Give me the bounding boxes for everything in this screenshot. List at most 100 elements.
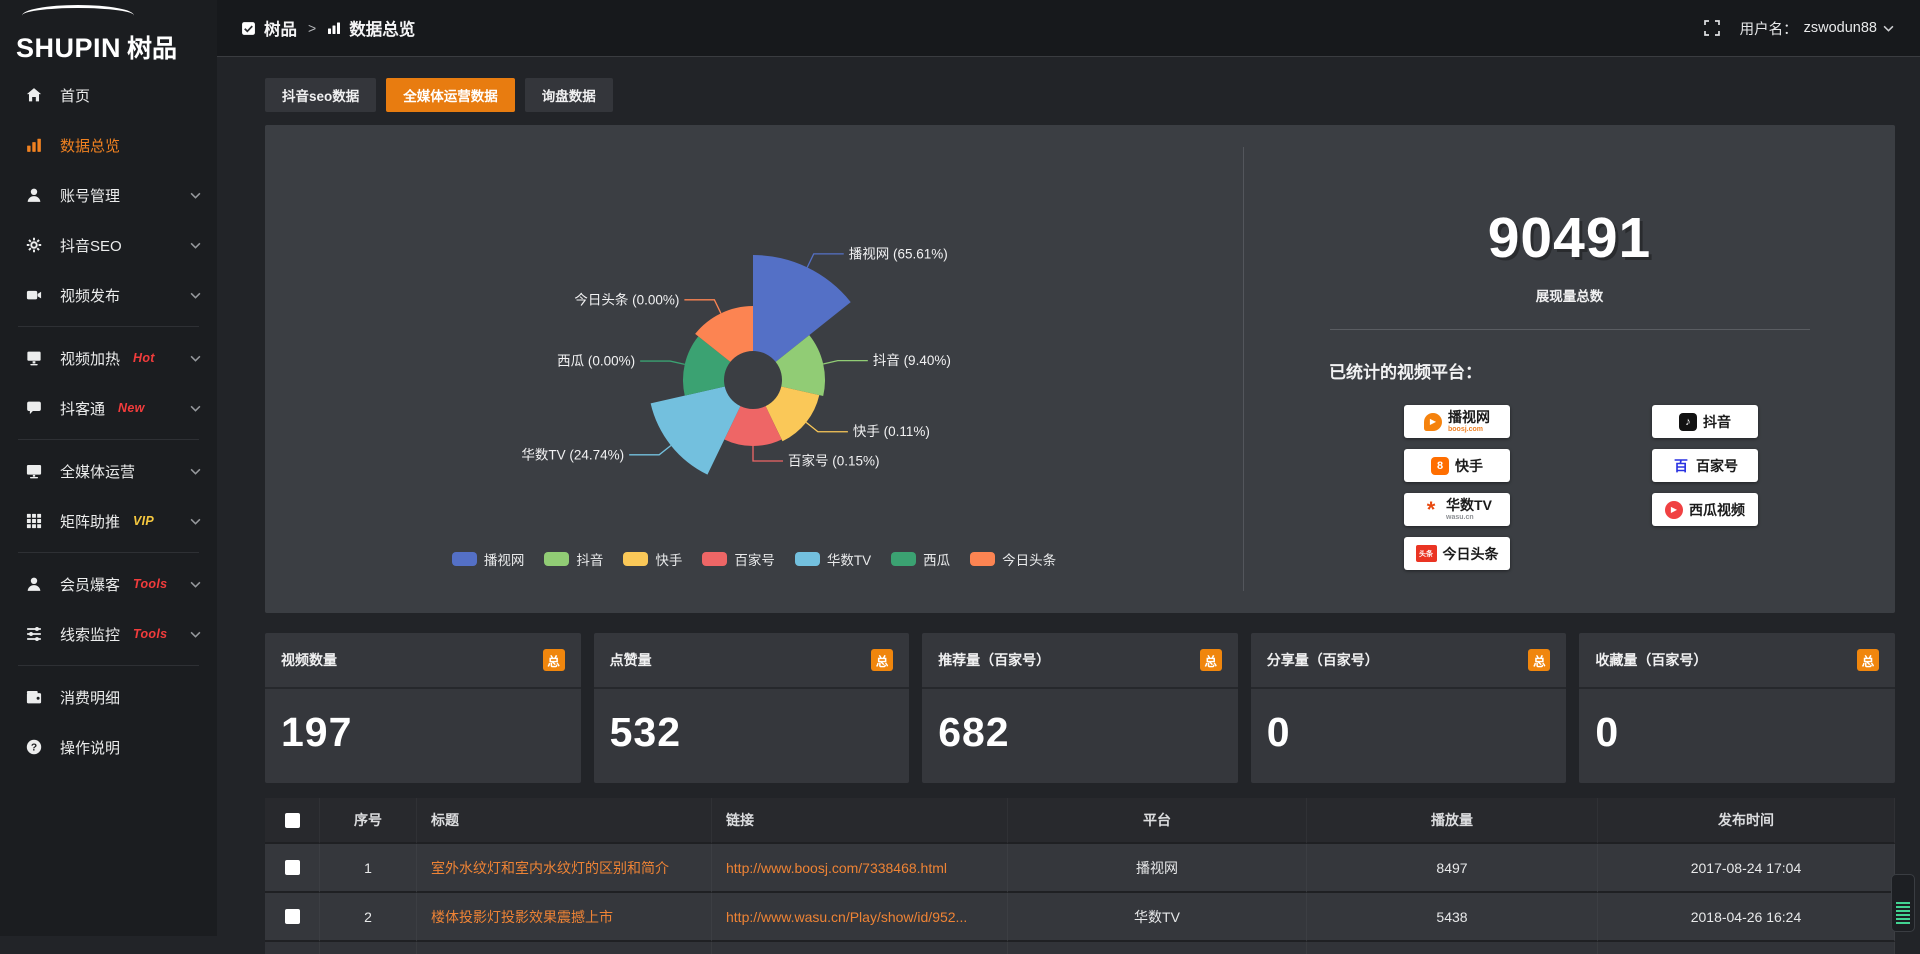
overview-panel: 播视网 (65.61%) 抖音 (9.40%) 快手 (0.11%) 百家号 (0.1… — [265, 125, 1895, 613]
pie-label-line-0 — [806, 253, 844, 268]
clue-icon — [26, 626, 42, 642]
sidebar-item-douyin-seo[interactable]: 抖音SEO — [0, 220, 217, 270]
douyin-logo-icon: ♪ — [1679, 412, 1697, 431]
video-url-link[interactable]: http://www.boosj.com/7338468.html — [712, 844, 1008, 893]
pie-slice-5[interactable] — [683, 336, 731, 396]
empty-cell — [1598, 942, 1895, 954]
stat-card-title: 点赞量 — [609, 652, 652, 668]
stat-card-value: 197 — [281, 709, 353, 755]
cell-plays: 5438 — [1307, 893, 1598, 942]
chevron-down-icon — [190, 242, 201, 249]
breadcrumb-root[interactable]: 树品 — [264, 21, 297, 39]
table-row-partial — [265, 942, 1895, 954]
user-menu[interactable]: 用户名： zswodun88 — [1740, 18, 1894, 39]
platform-badge-toutiao: 头条 今日头条 — [1404, 537, 1510, 570]
sidebar-item-account-manage[interactable]: 账号管理 — [0, 170, 217, 220]
row-checkbox-cell — [265, 844, 320, 893]
sidebar-item-clue-monitor[interactable]: 线索监控 Tools — [0, 609, 217, 659]
chart-icon — [26, 137, 42, 153]
pie-slice-1[interactable] — [775, 335, 825, 397]
sidebar-divider — [18, 326, 199, 327]
sidebar-item-label: 视频发布 — [60, 287, 121, 305]
pie-slice-4[interactable] — [650, 386, 741, 475]
stat-card-favorite-count: 收藏量（百家号） 总 0 — [1579, 633, 1895, 783]
sidebar-item-matrix-boost[interactable]: 矩阵助推 VIP — [0, 496, 217, 546]
legend-item-5[interactable]: 西瓜 — [891, 549, 950, 569]
sidebar-item-member-baoke[interactable]: 会员爆客 Tools — [0, 559, 217, 609]
sidebar-item-data-overview[interactable]: 数据总览 — [0, 120, 217, 170]
sidebar-item-video-publish[interactable]: 视频发布 — [0, 270, 217, 320]
chevron-down-icon — [190, 631, 201, 638]
legend-label: 西瓜 — [923, 553, 951, 568]
legend-item-0[interactable]: 播视网 — [451, 549, 524, 569]
legend-item-6[interactable]: 今日头条 — [970, 549, 1056, 569]
sidebar-item-consume-detail[interactable]: 消费明细 — [0, 672, 217, 722]
stat-card-share-count: 分享量（百家号） 总 0 — [1250, 633, 1567, 783]
scroll-widget[interactable] — [1891, 874, 1915, 932]
video-url-link[interactable]: http://www.wasu.cn/Play/show/id/952... — [712, 893, 1008, 942]
sidebar-item-douketong[interactable]: 抖客通 New — [0, 383, 217, 433]
sidebar-item-label: 会员爆客 — [60, 576, 121, 594]
cell-platform: 华数TV — [1008, 893, 1307, 942]
legend-item-3[interactable]: 百家号 — [702, 549, 775, 569]
platform-badge-baijiahao: 百百家号 — [1652, 449, 1758, 482]
stat-cards: 视频数量总 197 点赞量总 532 推荐量（百家号）总 682 分享量（百家号）总 0 收藏量… — [265, 633, 1895, 783]
fullscreen-icon[interactable] — [1703, 20, 1720, 36]
legend-label: 今日头条 — [1002, 553, 1057, 568]
sidebar-item-label: 首页 — [60, 87, 91, 105]
pie-label-6: 今日头条 (0.00%) — [574, 291, 679, 307]
legend-item-4[interactable]: 华数TV — [794, 549, 871, 569]
heat-icon — [26, 350, 42, 366]
row-checkbox[interactable] — [284, 909, 300, 924]
pie-slice-6[interactable] — [695, 306, 753, 362]
video-title-link[interactable]: 楼体投影灯投影效果震撼上市 — [417, 893, 712, 942]
platform-badge-wasu: * 华数TV wasu.cn — [1404, 493, 1510, 526]
vertical-divider — [1243, 147, 1244, 591]
pie-slice-0[interactable] — [753, 255, 851, 362]
video-title-link[interactable]: 室外水纹灯和室内水纹灯的区别和简介 — [417, 844, 712, 893]
tab-1[interactable]: 全媒体运营数据 — [386, 78, 515, 112]
member-icon — [26, 576, 42, 592]
monitor-icon — [26, 463, 42, 479]
baijiahao-logo-icon: 百 — [1674, 457, 1688, 474]
tab-0[interactable]: 抖音seo数据 — [265, 78, 377, 112]
stat-card-recommend-count: 推荐量（百家号） 总 682 — [922, 633, 1238, 783]
chevron-down-icon — [1883, 25, 1894, 32]
legend-item-1[interactable]: 抖音 — [544, 549, 603, 569]
pie-label-3: 百家号 (0.15%) — [788, 453, 880, 469]
total-badge: 总 — [871, 649, 894, 671]
legend-chip — [891, 552, 917, 566]
cell-time: 2017-08-24 17:04 — [1598, 844, 1895, 893]
platform-badge-text: 播视网 boosj.com — [1448, 410, 1490, 433]
kuaishou-logo-icon: 8 — [1431, 456, 1449, 475]
rose-pie-svg: 播视网 (65.61%) 抖音 (9.40%) 快手 (0.11%) 百家号 (0.1… — [521, 246, 951, 475]
tab-bar: 抖音seo数据 全媒体运营数据 询盘数据 — [265, 78, 613, 112]
sidebar-item-media-operation[interactable]: 全媒体运营 — [0, 446, 217, 496]
videos-table-wrap: 序号 标题 链接 平台 播放量 发布时间 1 室外水纹灯和室内水纹灯的区别和简介 http://… — [265, 798, 1895, 954]
platform-subtext: wasu.cn — [1446, 514, 1474, 521]
topbar-right: 用户名： zswodun88 — [1703, 18, 1894, 39]
stat-card-header: 视频数量 总 — [265, 633, 581, 689]
select-all-checkbox[interactable] — [284, 812, 300, 828]
breadcrumb: 树品 > 数据总览 — [241, 16, 415, 40]
cell-plays: 8497 — [1307, 844, 1598, 893]
xigua-logo-icon: ▶ — [1665, 500, 1683, 519]
platform-name: 西瓜视频 — [1689, 501, 1745, 518]
brand-logo[interactable]: SHUPIN 树品 — [0, 0, 217, 70]
sidebar-item-label: 全媒体运营 — [60, 463, 136, 481]
pie-slice-3[interactable] — [724, 406, 782, 447]
legend-item-2[interactable]: 快手 — [623, 549, 682, 569]
pie-label-5: 西瓜 (0.00%) — [557, 354, 635, 369]
sidebar-item-home[interactable]: 首页 — [0, 70, 217, 120]
breadcrumb-separator: > — [308, 20, 317, 36]
sidebar-item-video-heat[interactable]: 视频加热 Hot — [0, 333, 217, 383]
sidebar-item-operation-guide[interactable]: ? 操作说明 — [0, 722, 217, 772]
pie-label-0: 播视网 (65.61%) — [849, 246, 948, 261]
videos-table: 序号 标题 链接 平台 播放量 发布时间 1 室外水纹灯和室内水纹灯的区别和简介 http://… — [265, 798, 1895, 954]
row-checkbox[interactable] — [284, 860, 300, 875]
select-all-cell — [265, 798, 320, 844]
platform-badge-text: 抖音 — [1703, 415, 1731, 429]
pie-slice-2[interactable] — [765, 386, 820, 442]
platform-badge-kuaishou: 8 快手 — [1404, 449, 1510, 482]
tab-2[interactable]: 询盘数据 — [524, 78, 613, 112]
